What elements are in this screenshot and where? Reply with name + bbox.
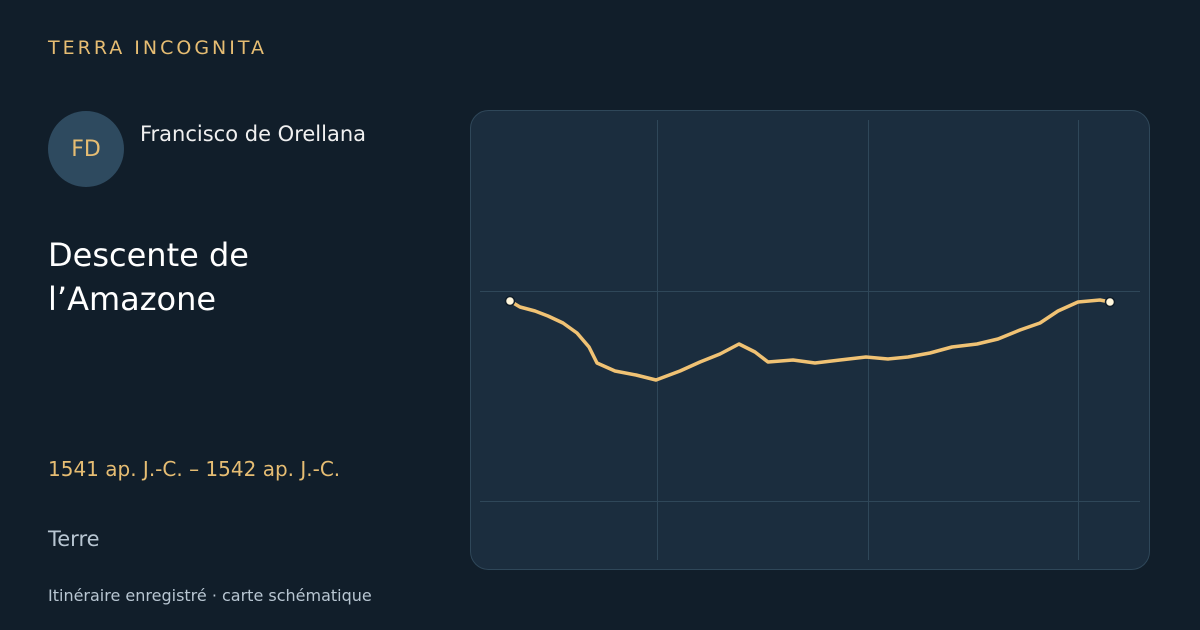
person-name: Francisco de Orellana — [140, 122, 367, 146]
route-start — [504, 295, 516, 307]
map-panel — [470, 110, 1150, 570]
route — [508, 298, 1112, 382]
brand: TERRA INCOGNITA — [48, 37, 267, 59]
footer: Itinéraire enregistré · carte schématiqu… — [48, 586, 372, 605]
route-end — [1104, 296, 1116, 308]
realm: Terre — [48, 527, 100, 551]
map-grid — [480, 120, 1140, 560]
dates: 1541 ap. J.-C. – 1542 ap. J.-C. — [48, 457, 341, 481]
title: Descente de l’Amazone — [48, 236, 249, 318]
avatar: FD — [48, 111, 124, 187]
